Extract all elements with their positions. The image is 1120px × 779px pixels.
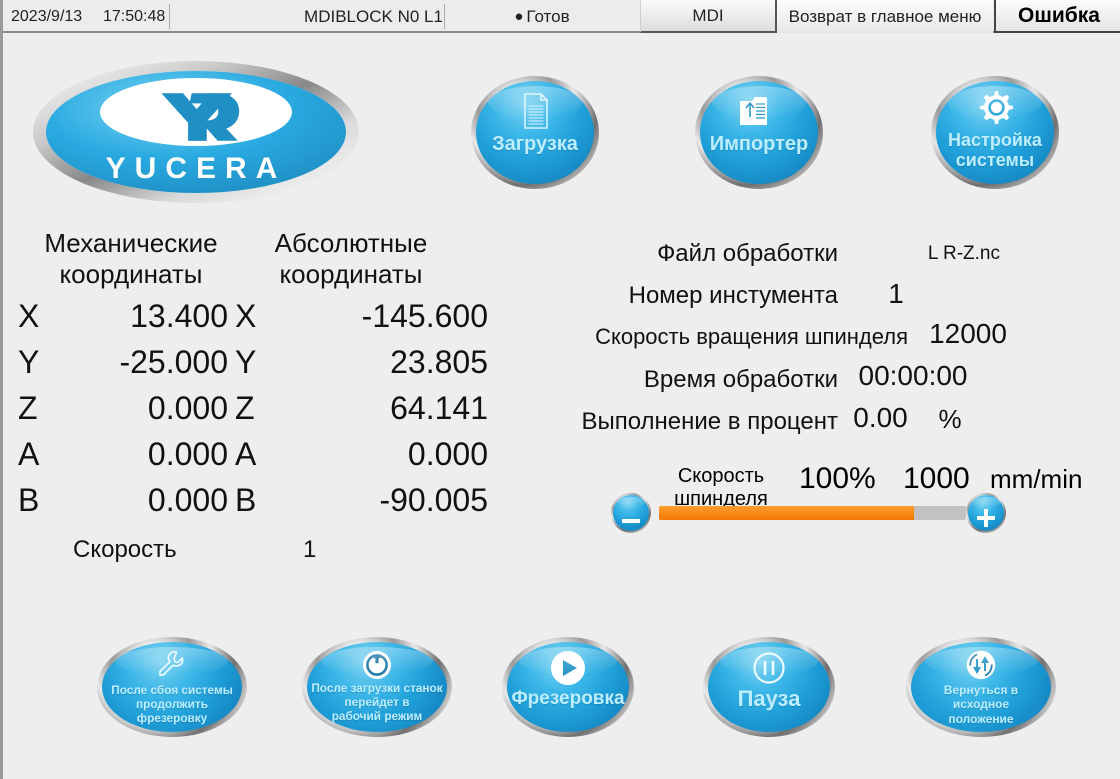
svg-text:YUCERA: YUCERA	[106, 152, 287, 185]
